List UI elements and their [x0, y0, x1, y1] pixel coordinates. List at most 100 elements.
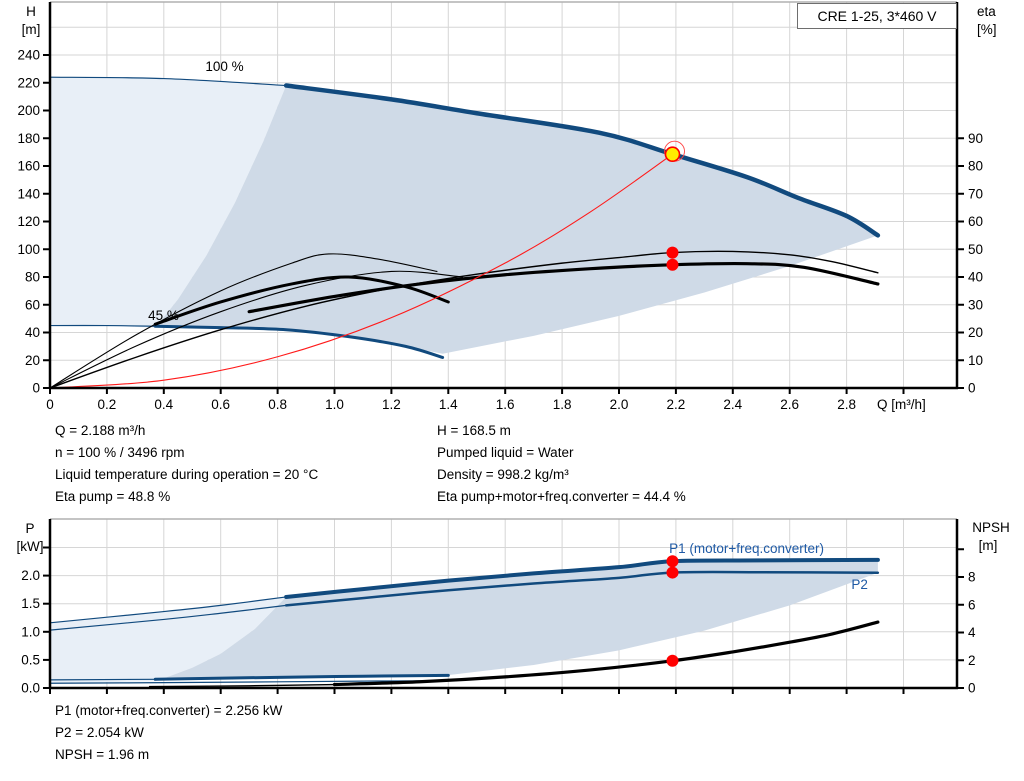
duty-info-left: Q = 2.188 m³/h n = 100 % / 3496 rpm Liqu… [55, 420, 318, 508]
x-tick-label: 2.4 [723, 397, 742, 412]
curve-system-curve [49, 153, 674, 389]
y-left-tick-label: 200 [17, 103, 40, 118]
curve-p2-100pct-thin [49, 604, 287, 631]
y-left-tick-label: 120 [17, 214, 40, 229]
y-right-tick-label: 40 [968, 270, 983, 285]
x-tick-label: 1.0 [325, 397, 344, 412]
x-tick-label: 2.2 [667, 397, 686, 412]
curve-eta-pump [49, 250, 879, 389]
info-line-p1: P1 (motor+freq.converter) = 2.256 kW [55, 703, 283, 718]
x-tick-label: 0.6 [211, 397, 230, 412]
fill-power-envelope-main [155, 559, 878, 682]
fill-speed-envelope-left [50, 77, 287, 328]
y-left-axis-unit: [m] [22, 22, 41, 37]
x-tick-label: 0.4 [154, 397, 173, 412]
y-right-tick-label: 50 [968, 242, 983, 257]
annotation-label-45pct: 45 % [148, 308, 179, 323]
y-right-tick-label: 6 [968, 597, 976, 612]
y-left-tick-label: 1.5 [21, 596, 40, 611]
info-line-q: Q = 2.188 m³/h [55, 423, 146, 438]
curve-npsh [332, 620, 880, 687]
x-tick-label: 0.8 [268, 397, 287, 412]
y-left-tick-label: 0.5 [21, 652, 40, 667]
annotation-label-p2: P2 [851, 577, 868, 592]
y-left-tick-label: 220 [17, 75, 40, 90]
info-line-eta-total: Eta pump+motor+freq.converter = 44.4 % [437, 489, 686, 504]
y-right-tick-label: 0 [968, 681, 976, 696]
info-line-p2: P2 = 2.054 kW [55, 725, 144, 740]
y-left-tick-label: 2.0 [21, 568, 40, 583]
curve-p1-100pct-thin [49, 596, 287, 624]
y-right-tick-label: 70 [968, 186, 983, 201]
info-line-density: Density = 998.2 kg/m³ [437, 467, 569, 482]
y-left-tick-label: 40 [25, 325, 40, 340]
y-left-tick-label: 100 [17, 242, 40, 257]
y-left-tick-label: 140 [17, 186, 40, 201]
y-right-tick-label: 8 [968, 570, 976, 585]
y-right-tick-label: 60 [968, 214, 983, 229]
y-right-tick-label: 10 [968, 353, 983, 368]
curve-qh-45pct [153, 324, 445, 359]
curve-eta-pump-motor-fc [247, 261, 880, 314]
x-axis-title: Q [m³/h] [877, 397, 926, 412]
annotation-label-p1: P1 (motor+freq.converter) [669, 541, 824, 556]
x-tick-label: 1.2 [382, 397, 401, 412]
pump-type-badge: CRE 1-25, 3*460 V [797, 3, 957, 29]
y-left-tick-label: 0 [32, 381, 40, 396]
y-left-tick-label: 60 [25, 297, 40, 312]
curve-p1-45pct [153, 673, 450, 681]
curve-qh-100pct [283, 83, 881, 238]
y-right-axis-unit: [m] [979, 538, 998, 553]
y-right-axis-title: NPSH [972, 520, 1010, 535]
curve-qh-100pct-thin [49, 76, 287, 87]
y-left-tick-label: 20 [25, 353, 40, 368]
y-right-tick-label: 0 [968, 381, 976, 396]
curve-eta-reduced-speed-2 [49, 270, 464, 389]
pump-type-label: CRE 1-25, 3*460 V [817, 8, 937, 24]
x-tick-label: 2.6 [780, 397, 799, 412]
curve-qh-45pct-thin [49, 324, 156, 327]
curve-p2-100pct [284, 570, 880, 607]
x-tick-label: 1.4 [439, 397, 458, 412]
x-tick-label: 1.8 [553, 397, 572, 412]
info-line-npsh: NPSH = 1.96 m [55, 747, 150, 762]
y-left-tick-label: 1.0 [21, 624, 40, 639]
info-line-liquid: Pumped liquid = Water [437, 445, 574, 460]
info-line-h: H = 168.5 m [437, 423, 511, 438]
y-right-axis-title: eta [977, 4, 996, 19]
curve-npsh-thin [148, 683, 336, 688]
x-tick-label: 0.2 [98, 397, 117, 412]
power-info: P1 (motor+freq.converter) = 2.256 kW P2 … [55, 700, 282, 766]
y-left-tick-label: 160 [17, 159, 40, 174]
curve-eta-reduced-speed-1 [49, 253, 438, 389]
y-left-tick-label: 240 [17, 48, 40, 63]
marker-npsh-point [666, 654, 679, 667]
y-right-tick-label: 80 [968, 159, 983, 174]
curve-p1-100pct [284, 557, 880, 599]
info-line-temp: Liquid temperature during operation = 20… [55, 467, 319, 482]
y-left-axis-title: P [25, 521, 34, 536]
marker-eta-total-point [666, 258, 679, 271]
curve-p2-45pct-thin [49, 680, 449, 684]
marker-duty-point[interactable] [664, 146, 681, 163]
info-line-eta-pump: Eta pump = 48.8 % [55, 489, 171, 504]
y-right-axis-unit: [%] [977, 22, 997, 37]
y-left-tick-label: 180 [17, 131, 40, 146]
y-right-tick-label: 2 [968, 653, 976, 668]
y-left-axis-unit: [kW] [17, 539, 44, 554]
x-tick-label: 1.6 [496, 397, 515, 412]
y-right-tick-label: 20 [968, 325, 983, 340]
y-right-tick-label: 30 [968, 297, 983, 312]
y-right-tick-label: 4 [968, 625, 976, 640]
info-line-n: n = 100 % / 3496 rpm [55, 445, 185, 460]
annotation-label-100pct: 100 % [205, 59, 243, 74]
curve-eta-45pct [153, 275, 450, 326]
marker-p1-point [666, 555, 679, 568]
marker-p2-point [666, 566, 679, 579]
y-right-tick-label: 90 [968, 131, 983, 146]
y-left-tick-label: 0.0 [21, 681, 40, 696]
y-left-tick-label: 80 [25, 270, 40, 285]
x-tick-label: 0 [46, 397, 54, 412]
